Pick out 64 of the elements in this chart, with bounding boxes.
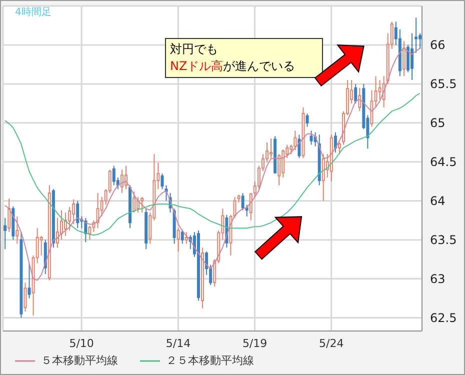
candlestick — [294, 130, 297, 151]
candlestick — [322, 154, 325, 202]
x-tick-label: 5/19 — [242, 336, 268, 350]
y-tick-label: 63.5 — [430, 233, 457, 248]
y-tick-label: 66 — [430, 38, 446, 52]
candlestick — [370, 90, 374, 128]
candlestick — [180, 229, 184, 244]
candlestick — [241, 192, 244, 211]
candlestick — [140, 196, 144, 214]
legend-label: ５本移動平均線 — [41, 353, 118, 368]
x-tick-label: 5/24 — [319, 336, 344, 350]
y-tick-label: 65 — [430, 116, 446, 130]
x-tick-label: 5/14 — [166, 336, 191, 350]
candlestick — [132, 190, 136, 214]
candlestick — [176, 228, 180, 252]
y-tick-label: 63 — [430, 272, 446, 286]
candlestick — [4, 217, 7, 250]
candlestick — [72, 198, 76, 225]
candlestick — [76, 200, 80, 229]
candlestick — [338, 142, 341, 155]
candlestick — [60, 210, 64, 240]
y-tick-label: 64 — [430, 194, 446, 208]
legend-label: ２５本移動平均線 — [166, 353, 254, 368]
candlestick — [306, 113, 309, 128]
chart-title: 4時間足 — [15, 6, 52, 19]
candlestick — [402, 40, 406, 77]
annotation: 対円でも — [170, 41, 219, 58]
candlestick — [160, 173, 164, 190]
candlestick — [334, 132, 337, 154]
candlestick — [282, 148, 285, 178]
candlestick — [8, 198, 11, 233]
annotation: NZドル高 — [170, 59, 224, 73]
candlestick — [112, 165, 116, 186]
candlestick — [233, 196, 236, 218]
candlestick — [16, 216, 19, 244]
candlestick — [249, 192, 252, 221]
candlestick — [24, 282, 27, 312]
candlestick — [298, 134, 301, 158]
annotation: が進んでいる — [223, 59, 296, 73]
candlestick — [68, 206, 72, 231]
candlestick — [278, 154, 281, 186]
candlestick — [120, 169, 124, 194]
candlestick — [96, 192, 100, 229]
candlestick — [418, 32, 422, 50]
candlestick — [124, 165, 128, 190]
line-series — [4, 92, 420, 236]
candlestick — [378, 80, 382, 100]
y-tick-label: 65.5 — [430, 77, 457, 92]
candlestick — [410, 32, 414, 81]
candlestick — [56, 217, 59, 248]
candlestick — [270, 138, 273, 158]
candlestick — [358, 87, 362, 112]
candlestick — [213, 258, 216, 288]
candlestick — [310, 130, 313, 146]
candlestick — [414, 17, 418, 54]
candlestick — [28, 262, 31, 299]
y-tick-label: 62.5 — [430, 311, 457, 326]
x-tick-label: 5/10 — [69, 336, 94, 350]
candlestick — [40, 235, 43, 256]
candlestick — [88, 225, 92, 240]
candlestick — [354, 83, 358, 104]
candlestick — [184, 232, 188, 244]
y-tick-label: 64.5 — [430, 155, 457, 170]
candlestick — [406, 44, 410, 73]
